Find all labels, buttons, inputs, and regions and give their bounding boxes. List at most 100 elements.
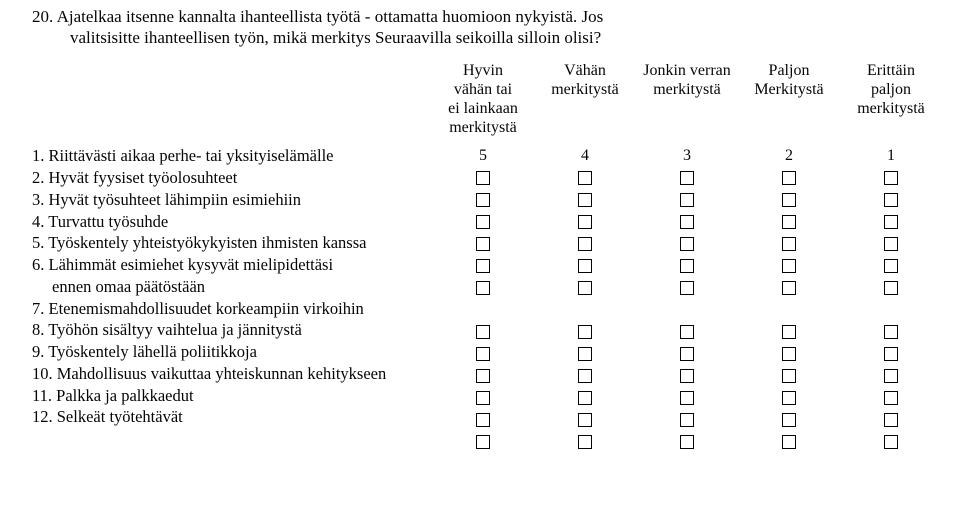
checkbox[interactable] (680, 215, 694, 229)
response-cell (534, 431, 636, 453)
checkbox[interactable] (884, 369, 898, 383)
checkbox[interactable] (680, 369, 694, 383)
response-cell (738, 387, 840, 409)
response-cell (738, 431, 840, 453)
checkbox[interactable] (578, 413, 592, 427)
checkbox[interactable] (782, 259, 796, 273)
checkbox[interactable] (680, 413, 694, 427)
checkbox[interactable] (680, 325, 694, 339)
response-row (432, 277, 942, 299)
response-cell (738, 189, 840, 211)
checkbox[interactable] (578, 325, 592, 339)
response-cell (534, 387, 636, 409)
checkbox[interactable] (884, 435, 898, 449)
response-cell (432, 321, 534, 343)
checkbox[interactable] (884, 281, 898, 295)
checkbox[interactable] (680, 281, 694, 295)
response-cell (738, 255, 840, 277)
checkbox[interactable] (476, 413, 490, 427)
response-grid: 54321 (432, 145, 942, 453)
response-cell (432, 343, 534, 365)
checkbox[interactable] (680, 347, 694, 361)
checkbox[interactable] (578, 391, 592, 405)
response-cell (738, 167, 840, 189)
checkbox[interactable] (476, 259, 490, 273)
response-cell (432, 387, 534, 409)
response-row (432, 211, 942, 233)
checkbox[interactable] (782, 369, 796, 383)
checkbox[interactable] (476, 281, 490, 295)
response-cell (738, 211, 840, 233)
response-cell (636, 343, 738, 365)
checkbox[interactable] (884, 215, 898, 229)
checkbox[interactable] (578, 237, 592, 251)
checkbox[interactable] (680, 237, 694, 251)
checkbox[interactable] (680, 193, 694, 207)
response-cell (636, 233, 738, 255)
checkbox[interactable] (476, 237, 490, 251)
checkbox[interactable] (782, 281, 796, 295)
checkbox[interactable] (578, 347, 592, 361)
page: 20. Ajatelkaa itsenne kannalta ihanteell… (0, 0, 960, 522)
response-cell (534, 167, 636, 189)
checkbox[interactable] (884, 413, 898, 427)
response-row (432, 321, 942, 343)
response-cell (534, 189, 636, 211)
checkbox[interactable] (476, 193, 490, 207)
item-row: 11. Palkka ja palkkaedut (32, 385, 432, 407)
response-cell (738, 233, 840, 255)
checkbox[interactable] (782, 215, 796, 229)
checkbox[interactable] (782, 391, 796, 405)
checkbox[interactable] (782, 325, 796, 339)
checkbox[interactable] (578, 281, 592, 295)
item-row: 1. Riittävästi aikaa perhe- tai yksityis… (32, 145, 432, 167)
checkbox[interactable] (476, 347, 490, 361)
scale-header-row: Hyvinvähän taiei lainkaanmerkitystäVähän… (32, 61, 942, 138)
item-row: 8. Työhön sisältyy vaihtelua ja jännitys… (32, 319, 432, 341)
response-row (432, 431, 942, 453)
checkbox[interactable] (782, 237, 796, 251)
checkbox[interactable] (884, 391, 898, 405)
checkbox[interactable] (884, 259, 898, 273)
header-spacer (32, 61, 432, 138)
checkbox[interactable] (680, 259, 694, 273)
checkbox[interactable] (884, 347, 898, 361)
checkbox[interactable] (476, 325, 490, 339)
checkbox[interactable] (884, 193, 898, 207)
response-cell (840, 387, 942, 409)
checkbox[interactable] (578, 171, 592, 185)
checkbox[interactable] (476, 171, 490, 185)
checkbox[interactable] (578, 435, 592, 449)
scale-header-2: Vähänmerkitystä (534, 61, 636, 138)
checkbox[interactable] (884, 237, 898, 251)
scale-header-1: Hyvinvähän taiei lainkaanmerkitystä (432, 61, 534, 138)
checkbox[interactable] (578, 259, 592, 273)
checkbox[interactable] (680, 435, 694, 449)
body: 1. Riittävästi aikaa perhe- tai yksityis… (32, 145, 942, 453)
response-cell (432, 409, 534, 431)
checkbox[interactable] (578, 215, 592, 229)
checkbox[interactable] (680, 171, 694, 185)
response-cell (534, 211, 636, 233)
checkbox[interactable] (782, 171, 796, 185)
checkbox[interactable] (476, 369, 490, 383)
checkbox[interactable] (782, 435, 796, 449)
checkbox[interactable] (884, 171, 898, 185)
response-cell (534, 409, 636, 431)
checkbox[interactable] (782, 413, 796, 427)
checkbox[interactable] (476, 215, 490, 229)
response-cell (636, 409, 738, 431)
checkbox[interactable] (578, 369, 592, 383)
response-cell (636, 321, 738, 343)
checkbox[interactable] (782, 347, 796, 361)
checkbox[interactable] (476, 435, 490, 449)
checkbox[interactable] (476, 391, 490, 405)
response-cell (840, 299, 942, 321)
checkbox[interactable] (680, 391, 694, 405)
item-row: 2. Hyvät fyysiset työolosuhteet (32, 167, 432, 189)
checkbox[interactable] (884, 325, 898, 339)
response-cell (840, 189, 942, 211)
response-row (432, 387, 942, 409)
checkbox[interactable] (578, 193, 592, 207)
checkbox[interactable] (782, 193, 796, 207)
